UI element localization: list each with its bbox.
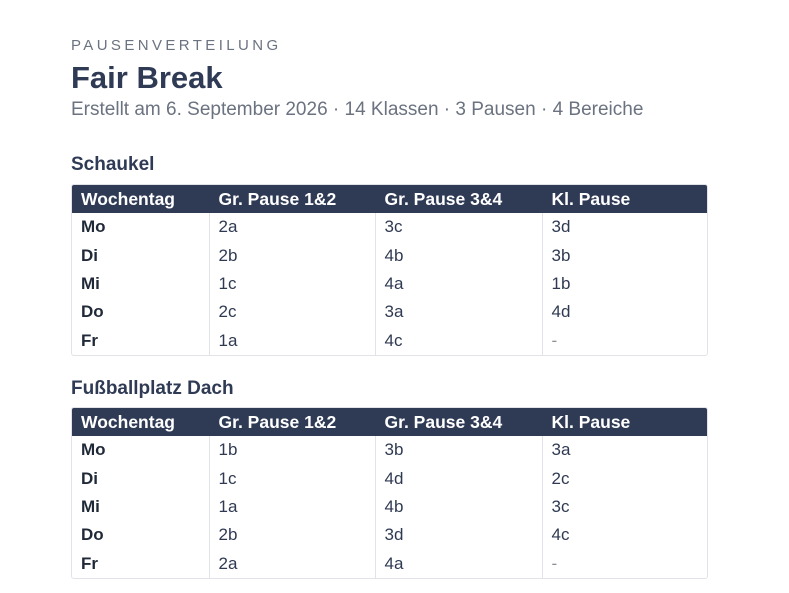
class-cell: 2c <box>208 298 375 327</box>
table-row: Fr 2a 4a - <box>72 549 707 578</box>
column-header-wochentag: Wochentag <box>72 408 209 436</box>
class-cell: 1a <box>208 326 375 355</box>
table-schaukel: Wochentag Gr. Pause 1&2 Gr. Pause 3&4 Kl… <box>71 184 708 356</box>
table-row: Mi 1c 4a 1b <box>72 269 707 299</box>
table-row: Di 2b 4b 3b <box>72 241 707 270</box>
table-row: Fr 1a 4c - <box>72 326 707 355</box>
day-cell: Mo <box>81 217 106 237</box>
class-cell: 3c <box>374 213 542 242</box>
class-cell: 2c <box>541 464 707 493</box>
column-header-wochentag: Wochentag <box>72 185 209 213</box>
class-cell: 3d <box>374 521 542 550</box>
day-cell: Mo <box>81 440 106 460</box>
table-row: Mo 1b 3b 3a <box>72 436 707 465</box>
day-cell: Fr <box>81 553 98 573</box>
day-cell: Mi <box>81 496 100 516</box>
class-cell: 4c <box>541 521 707 550</box>
class-cell: 4c <box>374 326 542 355</box>
day-cell: Fr <box>81 330 98 350</box>
column-header-kl-pause: Kl. Pause <box>541 185 707 213</box>
document-eyebrow: PAUSENVERTEILUNG <box>71 37 282 54</box>
day-cell: Do <box>81 525 104 545</box>
class-cell: 2a <box>208 549 375 578</box>
table-row: Mo 2a 3c 3d <box>72 213 707 242</box>
class-cell: 3a <box>374 298 542 327</box>
table-row: Do 2c 3a 4d <box>72 298 707 327</box>
class-cell: 4d <box>374 464 542 493</box>
document-title: Fair Break <box>71 60 223 95</box>
class-cell: 2b <box>208 521 375 550</box>
class-cell: 4a <box>374 269 542 299</box>
class-cell: 3a <box>541 436 707 465</box>
column-header-gr-pause-1-2: Gr. Pause 1&2 <box>208 408 375 436</box>
table-header-row: Wochentag Gr. Pause 1&2 Gr. Pause 3&4 Kl… <box>72 185 707 213</box>
table-fussballplatz-dach: Wochentag Gr. Pause 1&2 Gr. Pause 3&4 Kl… <box>71 407 708 579</box>
table-header-row: Wochentag Gr. Pause 1&2 Gr. Pause 3&4 Kl… <box>72 408 707 436</box>
section-title-fussballplatz-dach: Fußballplatz Dach <box>71 378 234 399</box>
class-cell: 2b <box>208 241 375 270</box>
class-cell: 3c <box>541 492 707 522</box>
column-header-gr-pause-3-4: Gr. Pause 3&4 <box>374 408 542 436</box>
class-cell: 4a <box>374 549 542 578</box>
table-row: Do 2b 3d 4c <box>72 521 707 550</box>
class-cell: 4d <box>541 298 707 327</box>
section-title-schaukel: Schaukel <box>71 154 155 175</box>
day-cell: Mi <box>81 273 100 293</box>
day-cell: Di <box>81 245 98 265</box>
document-subtitle: Erstellt am 6. September 2026 · 14 Klass… <box>71 99 644 120</box>
table-row: Di 1c 4d 2c <box>72 464 707 493</box>
class-cell: 3d <box>541 213 707 242</box>
class-cell: 1b <box>541 269 707 299</box>
class-cell-empty: - <box>541 326 707 355</box>
class-cell: 1c <box>208 464 375 493</box>
class-cell: 1c <box>208 269 375 299</box>
class-cell-empty: - <box>541 549 707 578</box>
column-header-kl-pause: Kl. Pause <box>541 408 707 436</box>
class-cell: 4b <box>374 492 542 522</box>
class-cell: 3b <box>541 241 707 270</box>
class-cell: 4b <box>374 241 542 270</box>
day-cell: Di <box>81 468 98 488</box>
column-header-gr-pause-1-2: Gr. Pause 1&2 <box>208 185 375 213</box>
column-header-gr-pause-3-4: Gr. Pause 3&4 <box>374 185 542 213</box>
day-cell: Do <box>81 302 104 322</box>
class-cell: 1a <box>208 492 375 522</box>
class-cell: 3b <box>374 436 542 465</box>
table-row: Mi 1a 4b 3c <box>72 492 707 522</box>
class-cell: 2a <box>208 213 375 242</box>
class-cell: 1b <box>208 436 375 465</box>
